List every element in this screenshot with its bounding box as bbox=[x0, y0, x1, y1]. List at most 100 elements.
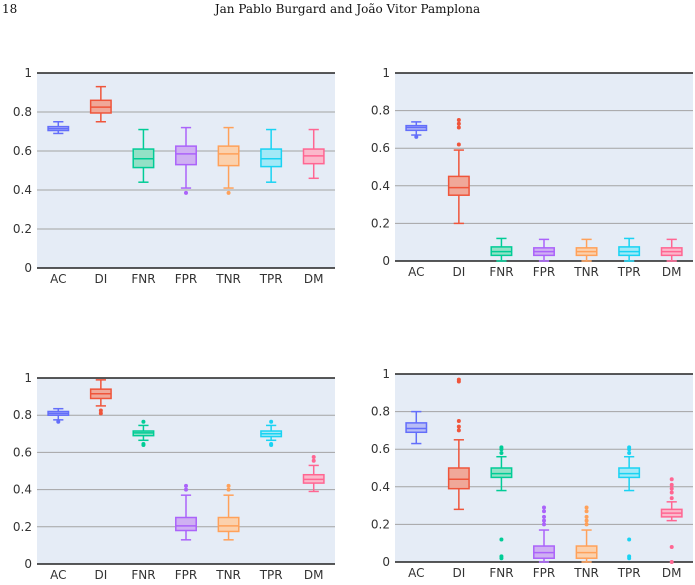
outlier-point bbox=[184, 483, 188, 488]
x-tick-label: DI bbox=[94, 272, 107, 286]
outlier-point bbox=[499, 445, 504, 450]
outlier-point bbox=[669, 544, 674, 549]
outlier-point bbox=[226, 483, 231, 488]
y-tick-label: 0.2 bbox=[13, 222, 32, 236]
box-iqr bbox=[217, 516, 240, 533]
outlier-point bbox=[669, 486, 674, 491]
x-tick-label: TNR bbox=[573, 566, 599, 580]
box-iqr bbox=[175, 516, 197, 532]
box-fnr bbox=[132, 419, 155, 447]
outlier-point bbox=[627, 445, 632, 450]
outlier-point bbox=[542, 522, 546, 527]
outlier-point bbox=[499, 537, 504, 542]
box-iqr bbox=[490, 467, 513, 479]
box-tpr bbox=[618, 445, 641, 561]
box-ac bbox=[47, 121, 70, 135]
outlier-point bbox=[456, 125, 461, 130]
outlier-point bbox=[98, 408, 103, 413]
y-tick-label: 0.4 bbox=[13, 483, 32, 497]
box-iqr bbox=[260, 148, 283, 168]
page-number: 18 bbox=[2, 2, 18, 16]
box-tpr bbox=[260, 419, 283, 447]
x-tick-label: FPR bbox=[175, 272, 197, 286]
box-iqr bbox=[217, 145, 240, 167]
outlier-point bbox=[456, 428, 461, 433]
y-tick-label: 1 bbox=[382, 367, 390, 381]
box-fnr bbox=[490, 445, 513, 561]
outlier-point bbox=[499, 556, 504, 561]
x-tick-label: TNR bbox=[215, 568, 241, 582]
y-tick-label: 0.8 bbox=[13, 408, 32, 422]
y-tick-label: 0.4 bbox=[13, 183, 32, 197]
y-tick-label: 0 bbox=[382, 254, 390, 268]
outlier-point bbox=[269, 419, 274, 424]
box-dm bbox=[660, 238, 683, 262]
outlier-point bbox=[141, 419, 146, 424]
outlier-point bbox=[141, 442, 146, 447]
box-fnr bbox=[490, 237, 513, 262]
outlier-point bbox=[311, 455, 316, 460]
outlier-point bbox=[584, 505, 589, 510]
outlier-point bbox=[226, 487, 231, 492]
x-tick-label: FNR bbox=[489, 265, 513, 279]
box-tpr bbox=[260, 128, 283, 183]
box-tnr bbox=[575, 505, 598, 563]
box-iqr bbox=[618, 467, 641, 479]
y-tick-label: 1 bbox=[382, 66, 390, 80]
y-tick-label: 0.6 bbox=[371, 442, 390, 456]
x-tick-label: DM bbox=[662, 265, 682, 279]
x-tick-label: AC bbox=[50, 568, 66, 582]
outlier-point bbox=[414, 134, 419, 139]
outlier-point bbox=[456, 142, 461, 147]
outlier-point bbox=[584, 522, 589, 527]
x-tick-label: DI bbox=[452, 265, 465, 279]
running-head-authors: Jan Pablo Burgard and João Vitor Pamplon… bbox=[214, 2, 481, 16]
y-tick-label: 0.2 bbox=[13, 520, 32, 534]
x-tick-label: TNR bbox=[573, 265, 599, 279]
x-tick-label: TPR bbox=[617, 265, 641, 279]
box-fpr bbox=[533, 505, 555, 563]
chart-panel-2: 0 0.2 0.4 0.6 0.8 1 AC DI FNR FPR TNR TPR DM bbox=[371, 66, 693, 279]
outlier-point bbox=[669, 490, 674, 495]
x-tick-label: FPR bbox=[533, 265, 555, 279]
outlier-point bbox=[669, 496, 674, 501]
page-header: 18 Jan Pablo Burgard and João Vitor Pamp… bbox=[0, 0, 695, 24]
outlier-point bbox=[669, 477, 674, 482]
box-tnr bbox=[217, 126, 240, 195]
box-di bbox=[89, 379, 112, 416]
x-tick-label: AC bbox=[50, 272, 66, 286]
outlier-point bbox=[269, 442, 274, 447]
box-fpr bbox=[533, 238, 555, 262]
box-dm bbox=[302, 128, 325, 180]
y-tick-label: 0 bbox=[24, 557, 32, 571]
x-tick-label: TPR bbox=[617, 566, 641, 580]
box-fpr bbox=[175, 483, 197, 541]
box-iqr bbox=[447, 175, 470, 196]
box-ac bbox=[47, 407, 70, 424]
outlier-point bbox=[311, 458, 316, 463]
outlier-point bbox=[669, 560, 674, 564]
x-tick-label: FNR bbox=[489, 566, 513, 580]
y-tick-label: 0.8 bbox=[371, 104, 390, 118]
outlier-point bbox=[584, 518, 589, 523]
outlier-point bbox=[456, 424, 461, 429]
box-iqr bbox=[175, 145, 197, 166]
x-tick-label: DM bbox=[304, 568, 324, 582]
outlier-point bbox=[499, 450, 504, 455]
box-di bbox=[447, 377, 470, 511]
y-tick-label: 0 bbox=[382, 555, 390, 569]
y-tick-label: 0.8 bbox=[13, 105, 32, 119]
outlier-point bbox=[584, 514, 589, 519]
y-tick-label: 0.2 bbox=[371, 216, 390, 230]
x-tick-label: DM bbox=[304, 272, 324, 286]
outlier-point bbox=[627, 537, 632, 542]
y-tick-label: 1 bbox=[24, 66, 32, 80]
x-tick-label: TNR bbox=[215, 272, 241, 286]
outlier-point bbox=[584, 509, 589, 514]
x-tick-label: AC bbox=[408, 566, 424, 580]
outlier-point bbox=[627, 556, 632, 561]
outlier-point bbox=[669, 482, 674, 487]
outlier-point bbox=[456, 377, 461, 382]
outlier-point bbox=[542, 518, 546, 523]
